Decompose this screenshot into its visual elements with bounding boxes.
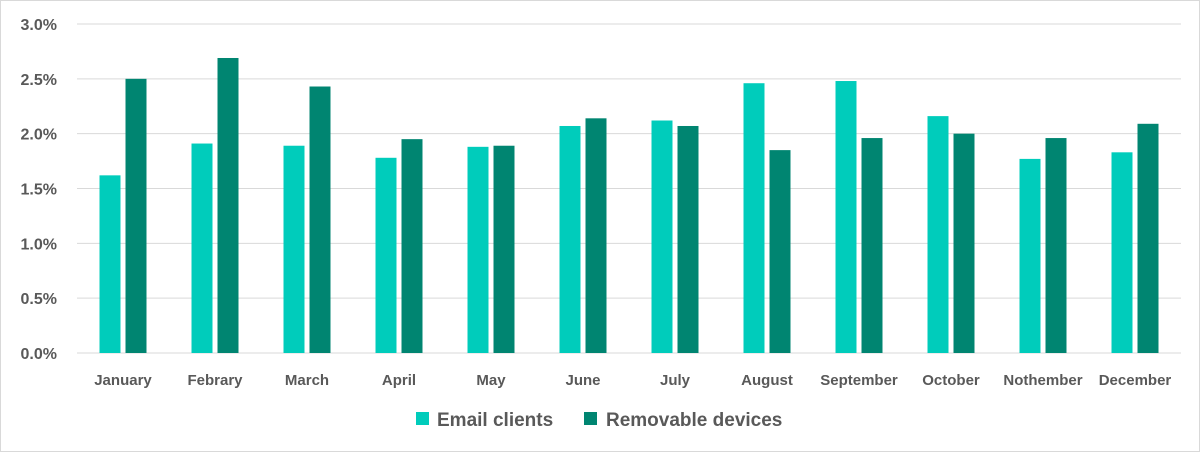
bar-removable-devices [953,133,975,353]
bar-removable-devices [125,78,147,353]
bar-removable-devices [861,138,883,353]
x-category-label: August [741,372,793,389]
y-tick-label: 1.5% [21,182,57,199]
bar-removable-devices [1137,123,1159,354]
bars [99,57,1159,354]
x-category-label: May [476,372,506,389]
legend-swatch [416,412,429,425]
x-category-label: April [382,372,416,389]
x-category-label: March [285,372,329,389]
y-tick-label: 2.5% [21,72,57,89]
bar-removable-devices [677,125,699,354]
x-category-label: Febrary [187,372,243,389]
bar-removable-devices [1045,138,1067,353]
x-category-label: January [94,372,152,389]
bar-email-clients [99,175,121,353]
y-tick-label: 1.0% [21,236,57,253]
gridlines [77,23,1181,354]
bar-email-clients [743,83,765,353]
bar-email-clients [283,145,305,353]
bar-removable-devices [309,86,331,353]
y-tick-label: 2.0% [21,127,57,144]
x-category-label: July [660,372,691,389]
bar-email-clients [191,143,213,353]
y-axis-tick-labels: 0.0% 0.5% 1.0% 1.5% 2.0% 2.5% 3.0% [21,17,57,363]
x-category-label: Nothember [1003,372,1082,389]
bar-email-clients [835,81,857,353]
y-tick-label: 0.5% [21,291,57,308]
legend-swatch [584,412,597,425]
y-tick-label: 0.0% [21,346,57,363]
bar-removable-devices [585,118,607,354]
legend-label: Email clients [437,410,553,431]
bar-email-clients [559,125,581,354]
x-category-label: June [565,372,600,389]
bar-removable-devices [217,57,239,353]
bar-email-clients [1111,152,1133,353]
x-category-label: September [820,372,898,389]
x-category-label: December [1099,372,1172,389]
bar-email-clients [651,120,673,353]
legend-label: Removable devices [606,410,782,431]
bar-email-clients [467,146,489,353]
bar-removable-devices [493,145,515,353]
bar-removable-devices [769,150,791,353]
x-axis-category-labels: January Febrary March April May June July Augus… [94,372,1171,389]
y-tick-label: 3.0% [21,17,57,34]
bar-email-clients [927,116,949,354]
legend: Email clients Removable devices [416,410,782,431]
bar-email-clients [375,157,397,353]
bar-email-clients [1019,158,1041,353]
x-category-label: October [922,372,980,389]
bar-removable-devices [401,139,423,353]
